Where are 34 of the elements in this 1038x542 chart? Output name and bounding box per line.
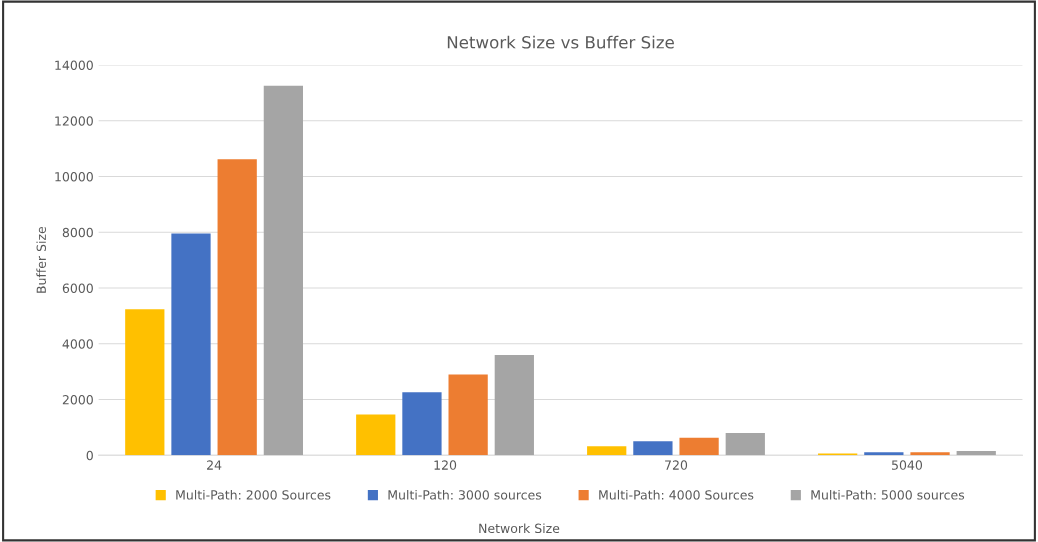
bar <box>263 85 304 456</box>
x-axis-title: Network Size <box>479 523 560 534</box>
bar <box>864 452 904 456</box>
y-tick-label: 14000 <box>55 60 93 70</box>
legend-label: Multi-Path: 4000 Sources <box>599 489 754 500</box>
bar <box>494 354 534 456</box>
y-tick-label: 4000 <box>62 339 93 349</box>
y-tick-label: 10000 <box>55 172 93 182</box>
bar <box>125 309 165 456</box>
bar <box>725 432 765 456</box>
bar <box>356 414 396 456</box>
bar <box>402 392 442 456</box>
y-axis-title: Buffer Size <box>36 226 47 293</box>
bar <box>956 450 996 456</box>
legend-label: Multi-Path: 3000 sources <box>388 489 542 500</box>
legend-label: Multi-Path: 2000 Sources <box>176 489 331 500</box>
y-tick-label: 8000 <box>62 227 93 238</box>
y-tick-label: 0 <box>86 450 93 461</box>
bar <box>910 452 950 456</box>
bar <box>587 446 627 456</box>
bar <box>171 233 211 456</box>
y-tick-label: 12000 <box>55 116 93 126</box>
x-tick-label: 120 <box>434 460 457 470</box>
bar <box>448 374 488 456</box>
legend-label: Multi-Path: 5000 sources <box>811 489 965 500</box>
y-tick-label: 6000 <box>62 283 93 293</box>
chart-title: Network Size vs Buffer Size <box>447 35 674 49</box>
x-tick-label: 24 <box>207 460 222 470</box>
bar <box>679 437 719 456</box>
bar <box>633 441 673 456</box>
x-tick-label: 720 <box>665 460 688 470</box>
y-tick-label: 2000 <box>62 395 93 405</box>
x-tick-label: 5040 <box>892 460 923 470</box>
bar <box>217 159 257 456</box>
